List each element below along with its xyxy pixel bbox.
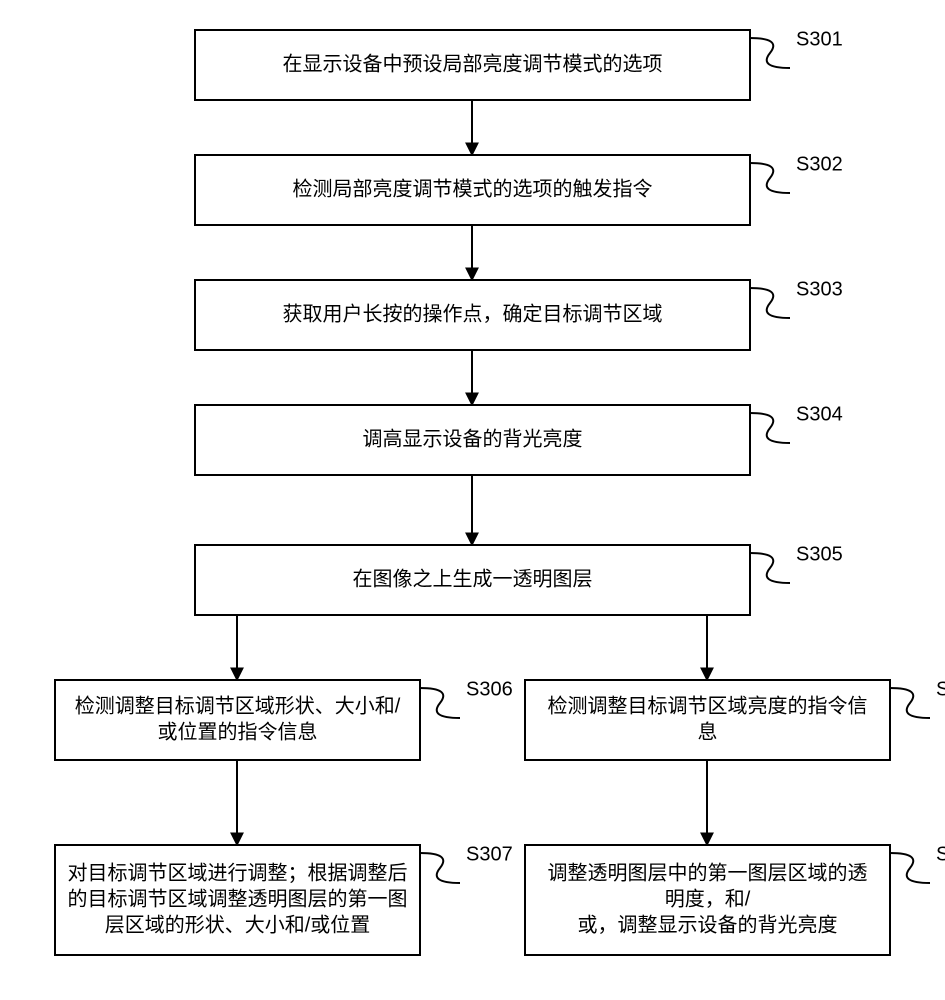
- step-curve-n5: [750, 553, 790, 583]
- node-n7-line-1: 的目标调节区域调整透明图层的第一图: [68, 887, 408, 910]
- node-n1-line-0: 在显示设备中预设局部亮度调节模式的选项: [283, 52, 663, 75]
- step-label-n3: S303: [796, 278, 843, 300]
- node-n2: 检测局部亮度调节模式的选项的触发指令 S302: [195, 153, 843, 225]
- node-n4-line-0: 调高显示设备的背光亮度: [363, 427, 583, 450]
- node-n8-line-1: 息: [698, 720, 718, 743]
- step-label-n8: S308: [936, 678, 945, 700]
- node-n9: 调整透明图层中的第一图层区域的透明度，和/或，调整显示设备的背光亮度 S309: [525, 843, 945, 955]
- node-n8: 检测调整目标调节区域亮度的指令信息 S308: [525, 678, 945, 760]
- node-n2-line-0: 检测局部亮度调节模式的选项的触发指令: [293, 177, 653, 200]
- node-n6-line-1: 或位置的指令信息: [158, 720, 318, 743]
- node-n9-line-0: 调整透明图层中的第一图层区域的透: [548, 861, 868, 884]
- node-n5-line-0: 在图像之上生成一透明图层: [353, 567, 593, 590]
- node-n7-line-0: 对目标调节区域进行调整；根据调整后: [68, 861, 408, 884]
- step-curve-n2: [750, 163, 790, 193]
- step-label-n6: S306: [466, 678, 513, 700]
- node-n4: 调高显示设备的背光亮度 S304: [195, 403, 843, 475]
- node-n3: 获取用户长按的操作点，确定目标调节区域 S303: [195, 278, 843, 350]
- step-curve-n4: [750, 413, 790, 443]
- step-label-n9: S309: [936, 843, 945, 865]
- flowchart-canvas: 在显示设备中预设局部亮度调节模式的选项 S301 检测局部亮度调节模式的选项的触发指…: [0, 0, 945, 1000]
- node-n9-line-2: 或，调整显示设备的背光亮度: [578, 913, 838, 936]
- step-curve-n6: [420, 688, 460, 718]
- step-curve-n8: [890, 688, 930, 718]
- node-n3-line-0: 获取用户长按的操作点，确定目标调节区域: [283, 302, 663, 325]
- step-curve-n7: [420, 853, 460, 883]
- node-n8-line-0: 检测调整目标调节区域亮度的指令信: [548, 694, 868, 717]
- node-n9-line-1: 明度，和/: [665, 887, 751, 910]
- node-n7: 对目标调节区域进行调整；根据调整后的目标调节区域调整透明图层的第一图层区域的形状…: [55, 843, 513, 955]
- step-label-n4: S304: [796, 403, 843, 425]
- node-n5: 在图像之上生成一透明图层 S305: [195, 543, 843, 615]
- node-n6-line-0: 检测调整目标调节区域形状、大小和/: [75, 694, 401, 717]
- step-curve-n9: [890, 853, 930, 883]
- step-label-n5: S305: [796, 543, 843, 565]
- node-n1: 在显示设备中预设局部亮度调节模式的选项 S301: [195, 28, 843, 100]
- step-label-n7: S307: [466, 843, 513, 865]
- node-n7-line-2: 层区域的形状、大小和/或位置: [105, 913, 371, 936]
- step-label-n1: S301: [796, 28, 843, 50]
- step-curve-n1: [750, 38, 790, 68]
- step-curve-n3: [750, 288, 790, 318]
- node-n6: 检测调整目标调节区域形状、大小和/或位置的指令信息 S306: [55, 678, 513, 760]
- step-label-n2: S302: [796, 153, 843, 175]
